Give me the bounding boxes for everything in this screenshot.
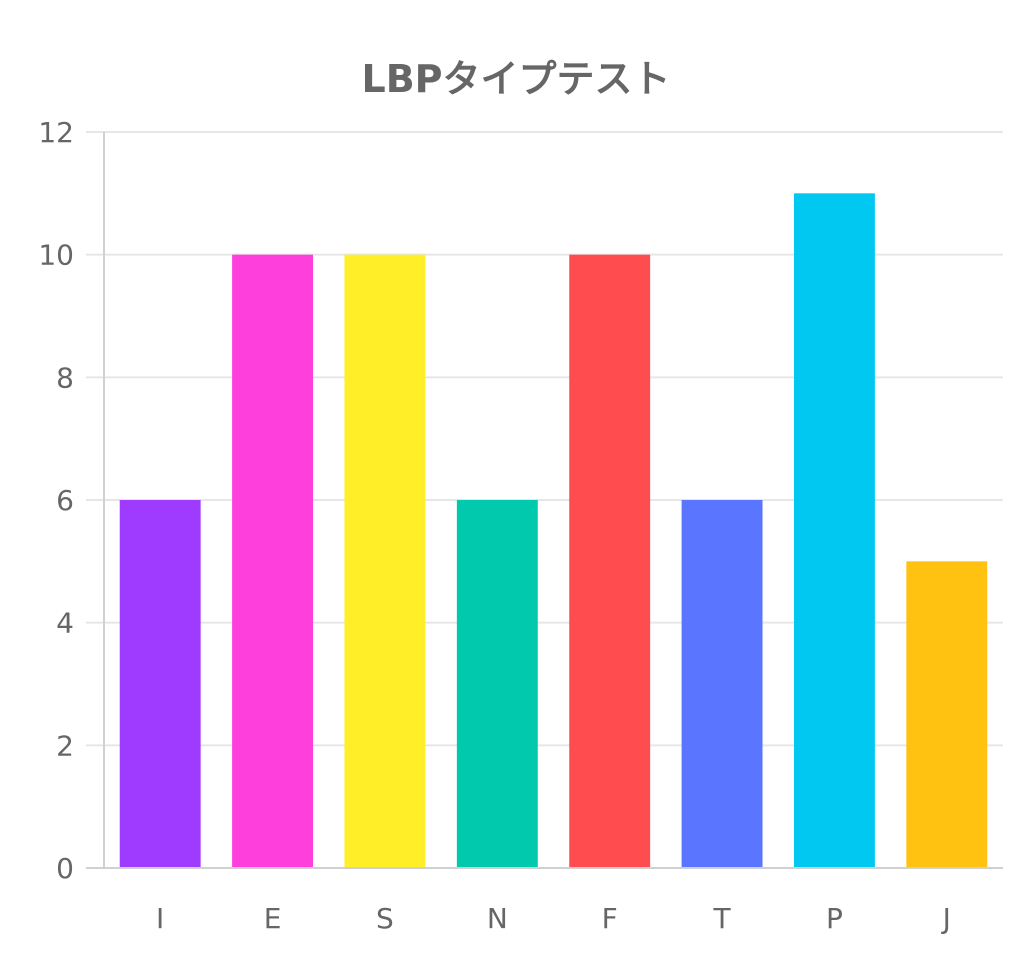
bar-i: [119, 500, 201, 868]
x-tick-label: J: [941, 902, 951, 935]
x-tick-label: F: [602, 902, 618, 935]
bar-j: [906, 561, 988, 868]
y-tick-label: 2: [56, 729, 74, 762]
bar-s: [344, 254, 426, 868]
y-tick-label: 6: [56, 484, 74, 517]
x-tick-label: I: [156, 902, 164, 935]
y-axis-ticks: 0 2 4 6 8 10 12: [38, 116, 74, 885]
y-tick-label: 0: [56, 852, 74, 885]
bar-p: [793, 193, 875, 869]
x-tick-label: T: [713, 902, 732, 935]
bar-n: [456, 500, 538, 868]
bar-f: [569, 254, 651, 868]
x-tick-label: N: [487, 902, 508, 935]
y-tick-label: 10: [38, 239, 74, 272]
y-tick-label: 8: [56, 361, 74, 394]
bar-t: [681, 500, 763, 868]
x-tick-label: S: [376, 902, 394, 935]
bars: [119, 193, 988, 869]
x-tick-label: E: [264, 902, 282, 935]
chart-title: LBPタイプテスト: [361, 57, 670, 101]
y-tick-label: 12: [38, 116, 74, 149]
bar-e: [232, 254, 314, 868]
x-tick-label: P: [826, 902, 843, 935]
y-tick-label: 4: [56, 607, 74, 640]
